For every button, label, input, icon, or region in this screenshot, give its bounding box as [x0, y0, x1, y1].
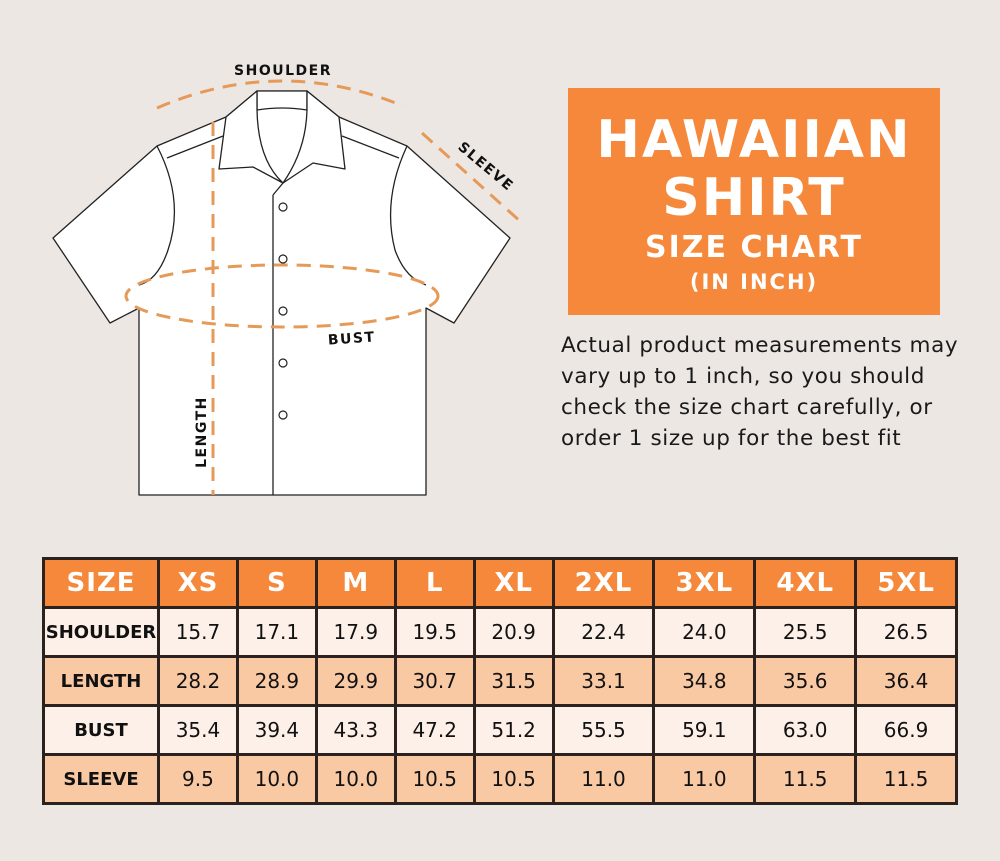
measurement-cell: 15.7: [157, 606, 239, 658]
measurement-cell: 34.8: [652, 655, 757, 707]
measurement-cell: 63.0: [753, 704, 858, 756]
measurement-cell: 35.4: [157, 704, 239, 756]
shoulder-measure-line: [156, 79, 404, 110]
measurement-cell: 28.9: [235, 655, 318, 707]
measurement-cell: 35.6: [753, 655, 858, 707]
size-header: 5XL: [854, 557, 958, 609]
measurement-cell: 30.7: [393, 655, 476, 707]
measurement-cell: 10.5: [393, 753, 476, 805]
table-row: SLEEVE 9.5 10.0 10.0 10.5 10.5 11.0 11.0 11.5 11.…: [42, 753, 958, 805]
title-line-1: HAWAIIAN: [596, 110, 912, 170]
measurement-cell: 9.5: [157, 753, 239, 805]
collar-right: [282, 90, 346, 184]
measurement-cell: 10.0: [314, 753, 397, 805]
size-table: SIZE XS S M L XL 2XL 3XL 4XL 5XL SHOULDER 15.7 17.1…: [42, 557, 958, 805]
row-label: SLEEVE: [42, 753, 160, 805]
measurement-cell: 10.0: [235, 753, 318, 805]
table-header-row: SIZE XS S M L XL 2XL 3XL 4XL 5XL: [42, 557, 958, 609]
measurement-cell: 28.2: [157, 655, 239, 707]
measurement-cell: 36.4: [854, 655, 958, 707]
button: [278, 306, 288, 316]
measurement-cell: 29.9: [314, 655, 397, 707]
measurement-cell: 11.5: [753, 753, 858, 805]
sleeve-label: SLEEVE: [455, 139, 517, 195]
size-header: 4XL: [753, 557, 858, 609]
title-box: HAWAIIAN SHIRT SIZE CHART (IN INCH): [568, 88, 940, 315]
measurement-cell: 19.5: [393, 606, 476, 658]
row-label: BUST: [42, 704, 160, 756]
yoke-right: [341, 135, 400, 159]
collar-left: [218, 90, 284, 184]
button: [278, 410, 288, 420]
size-header: M: [314, 557, 397, 609]
shirt-diagram: SHOULDER SLEEVE BUST LENGTH: [52, 63, 523, 496]
measurement-cell: 39.4: [235, 704, 318, 756]
size-column-header: SIZE: [42, 557, 160, 609]
yoke-left: [166, 135, 224, 159]
row-label: SHOULDER: [42, 606, 160, 658]
table-row: BUST 35.4 39.4 43.3 47.2 51.2 55.5 59.1 63.0 66.9: [42, 704, 958, 756]
shoulder-label: SHOULDER: [234, 63, 332, 79]
size-header: L: [393, 557, 476, 609]
measurement-cell: 10.5: [472, 753, 555, 805]
button: [278, 202, 288, 212]
measurement-cell: 22.4: [551, 606, 656, 658]
button: [278, 254, 288, 264]
size-header: XS: [157, 557, 239, 609]
measurement-cell: 25.5: [753, 606, 858, 658]
size-header: S: [235, 557, 318, 609]
measurement-cell: 11.5: [854, 753, 958, 805]
measurement-cell: 47.2: [393, 704, 476, 756]
left-sleeve-seam: [138, 145, 176, 286]
measurement-cell: 26.5: [854, 606, 958, 658]
placket: [272, 182, 284, 495]
measurement-cell: 17.1: [235, 606, 318, 658]
bust-measure-line: [124, 263, 440, 329]
right-sleeve-seam: [389, 145, 427, 286]
measurement-cell: 51.2: [472, 704, 555, 756]
button: [278, 358, 288, 368]
measurement-cell: 33.1: [551, 655, 656, 707]
measurement-note: Actual product measurements may vary up …: [561, 333, 959, 451]
measurement-cell: 11.0: [551, 753, 656, 805]
title-subtitle: SIZE CHART: [644, 230, 864, 265]
measurement-cell: 31.5: [472, 655, 555, 707]
size-header: 2XL: [551, 557, 656, 609]
measurement-cell: 11.0: [652, 753, 757, 805]
bust-label: BUST: [327, 329, 376, 348]
measurement-cell: 20.9: [472, 606, 555, 658]
measurement-cell: 66.9: [854, 704, 958, 756]
size-header: XL: [472, 557, 555, 609]
table-row: SHOULDER 15.7 17.1 17.9 19.5 20.9 22.4 24.0 25.5…: [42, 606, 958, 658]
measurement-cell: 24.0: [652, 606, 757, 658]
measurement-cell: 17.9: [314, 606, 397, 658]
title-line-2: SHIRT: [662, 168, 846, 228]
collar-back: [256, 90, 308, 111]
title-unit: (IN INCH): [689, 270, 819, 294]
measurement-cell: 59.1: [652, 704, 757, 756]
measurement-cell: 55.5: [551, 704, 656, 756]
measurement-cell: 43.3: [314, 704, 397, 756]
size-header: 3XL: [652, 557, 757, 609]
row-label: LENGTH: [42, 655, 160, 707]
table-row: LENGTH 28.2 28.9 29.9 30.7 31.5 33.1 34.8 35.6 36…: [42, 655, 958, 707]
length-label: LENGTH: [194, 396, 210, 468]
